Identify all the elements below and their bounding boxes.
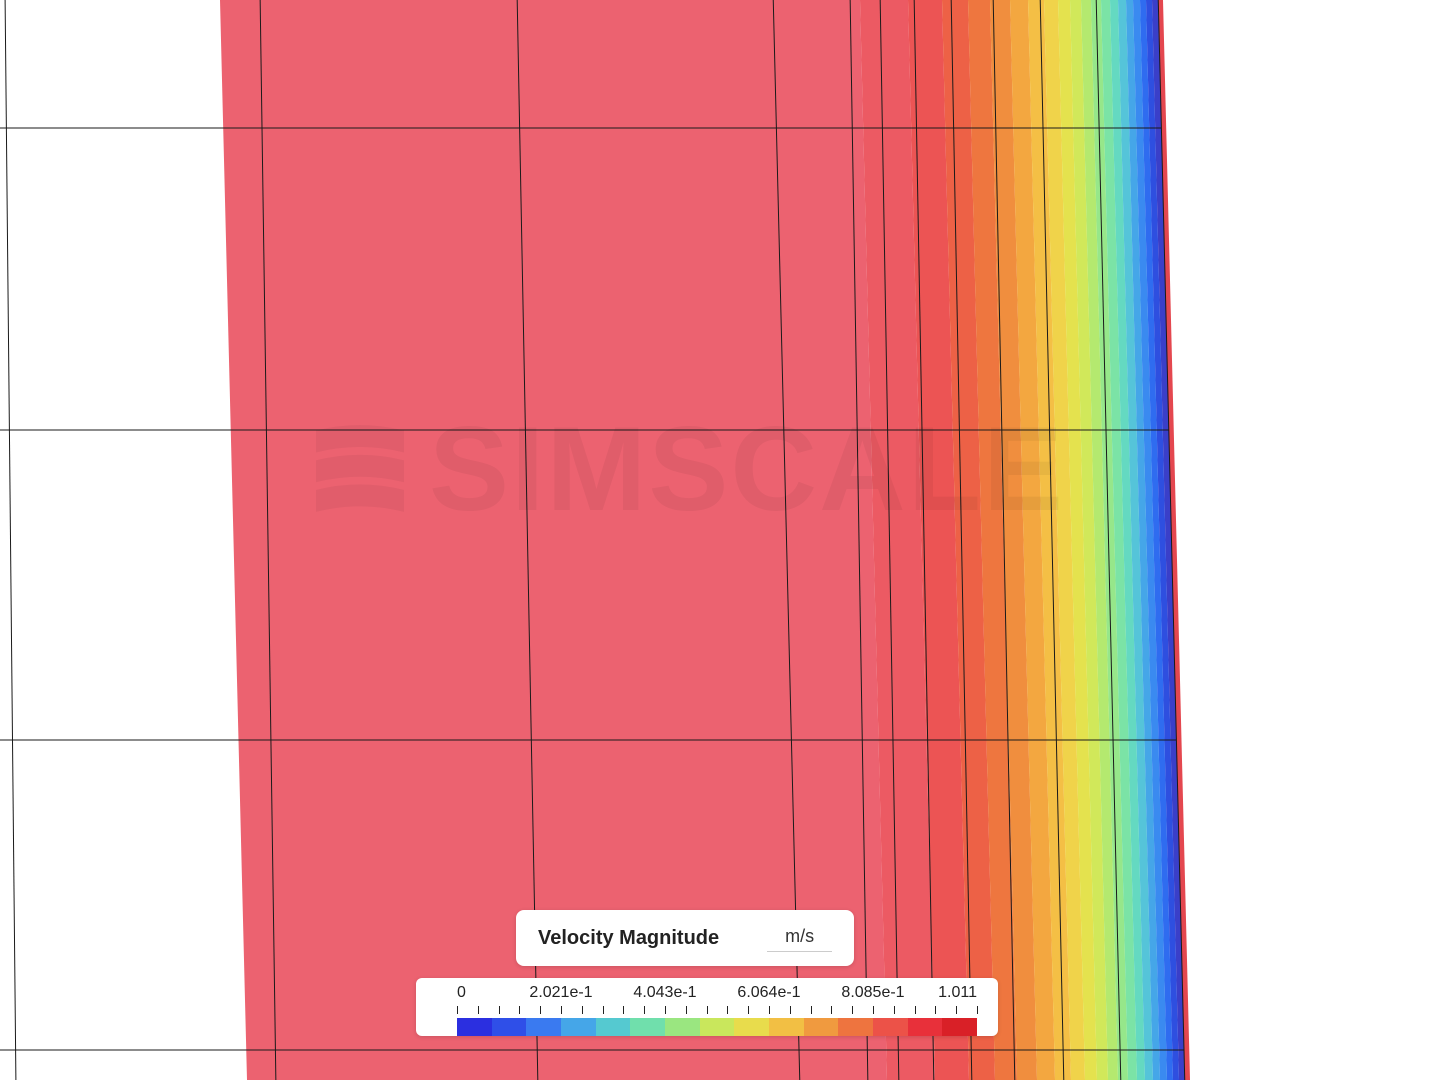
- simulation-viewport: SIMSCALE Velocity Magnitude m/s 02.021e-…: [0, 0, 1440, 1080]
- legend-tick-label: 6.064e-1: [737, 984, 800, 1002]
- legend-tick-labels: 0 2.021e-1 4.043e-1 6.064e-1 8.085e-1 1.011: [457, 984, 977, 1006]
- legend-title-box: Velocity Magnitude m/s: [516, 910, 854, 966]
- legend-field-label: Velocity Magnitude: [538, 927, 719, 950]
- legend-tick-label: 8.085e-1: [841, 984, 904, 1002]
- legend-colorbar[interactable]: [457, 1018, 977, 1036]
- legend-tick-label: 4.043e-1: [633, 984, 696, 1002]
- legend-minor-ticks: [457, 1006, 977, 1018]
- legend-unit[interactable]: m/s: [767, 924, 832, 952]
- legend-tick-label: 2.021e-1: [529, 984, 592, 1002]
- legend-tick-label: 0: [457, 984, 466, 1002]
- legend-tick-label: 1.011: [938, 984, 977, 1002]
- legend-colorbar-box: 0 2.021e-1 4.043e-1 6.064e-1 8.085e-1 1.011: [416, 978, 998, 1036]
